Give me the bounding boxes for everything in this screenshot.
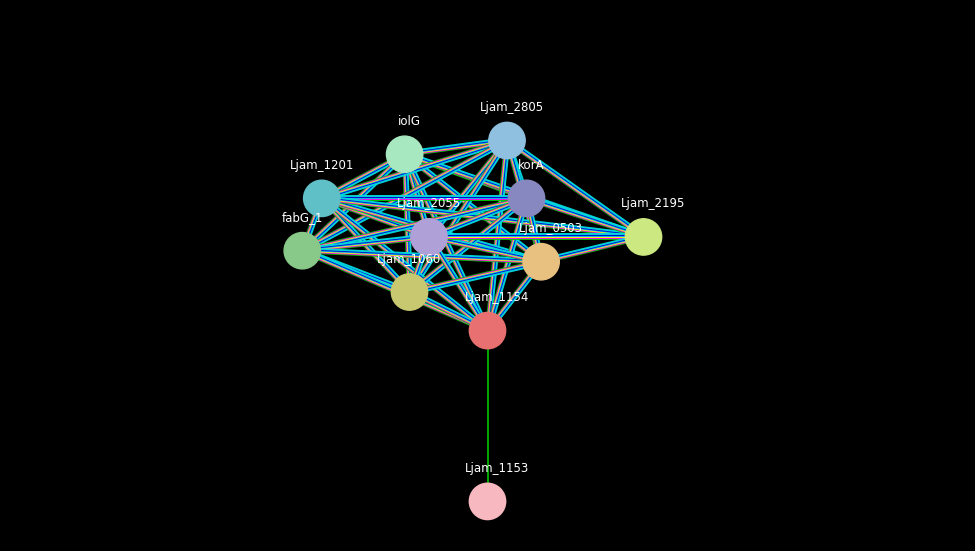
Text: Ljam_1154: Ljam_1154 bbox=[465, 291, 529, 304]
Text: Ljam_2055: Ljam_2055 bbox=[397, 197, 461, 210]
Ellipse shape bbox=[303, 180, 340, 217]
Text: Ljam_2195: Ljam_2195 bbox=[621, 197, 685, 210]
Ellipse shape bbox=[410, 219, 448, 255]
Ellipse shape bbox=[488, 122, 526, 159]
Ellipse shape bbox=[469, 312, 506, 349]
Text: Ljam_1201: Ljam_1201 bbox=[290, 159, 354, 172]
Text: Ljam_0503: Ljam_0503 bbox=[519, 222, 583, 235]
Ellipse shape bbox=[508, 180, 545, 217]
Text: Ljam_2805: Ljam_2805 bbox=[480, 101, 544, 114]
Text: fabG_1: fabG_1 bbox=[282, 211, 323, 224]
Ellipse shape bbox=[386, 136, 423, 172]
Ellipse shape bbox=[469, 483, 506, 520]
Text: Ljam_1153: Ljam_1153 bbox=[465, 462, 529, 475]
Ellipse shape bbox=[391, 274, 428, 310]
Ellipse shape bbox=[284, 233, 321, 269]
Text: korA: korA bbox=[518, 159, 545, 172]
Ellipse shape bbox=[523, 244, 560, 280]
Text: iolG: iolG bbox=[398, 115, 421, 128]
Text: Ljam_1060: Ljam_1060 bbox=[377, 252, 442, 266]
Ellipse shape bbox=[625, 219, 662, 255]
